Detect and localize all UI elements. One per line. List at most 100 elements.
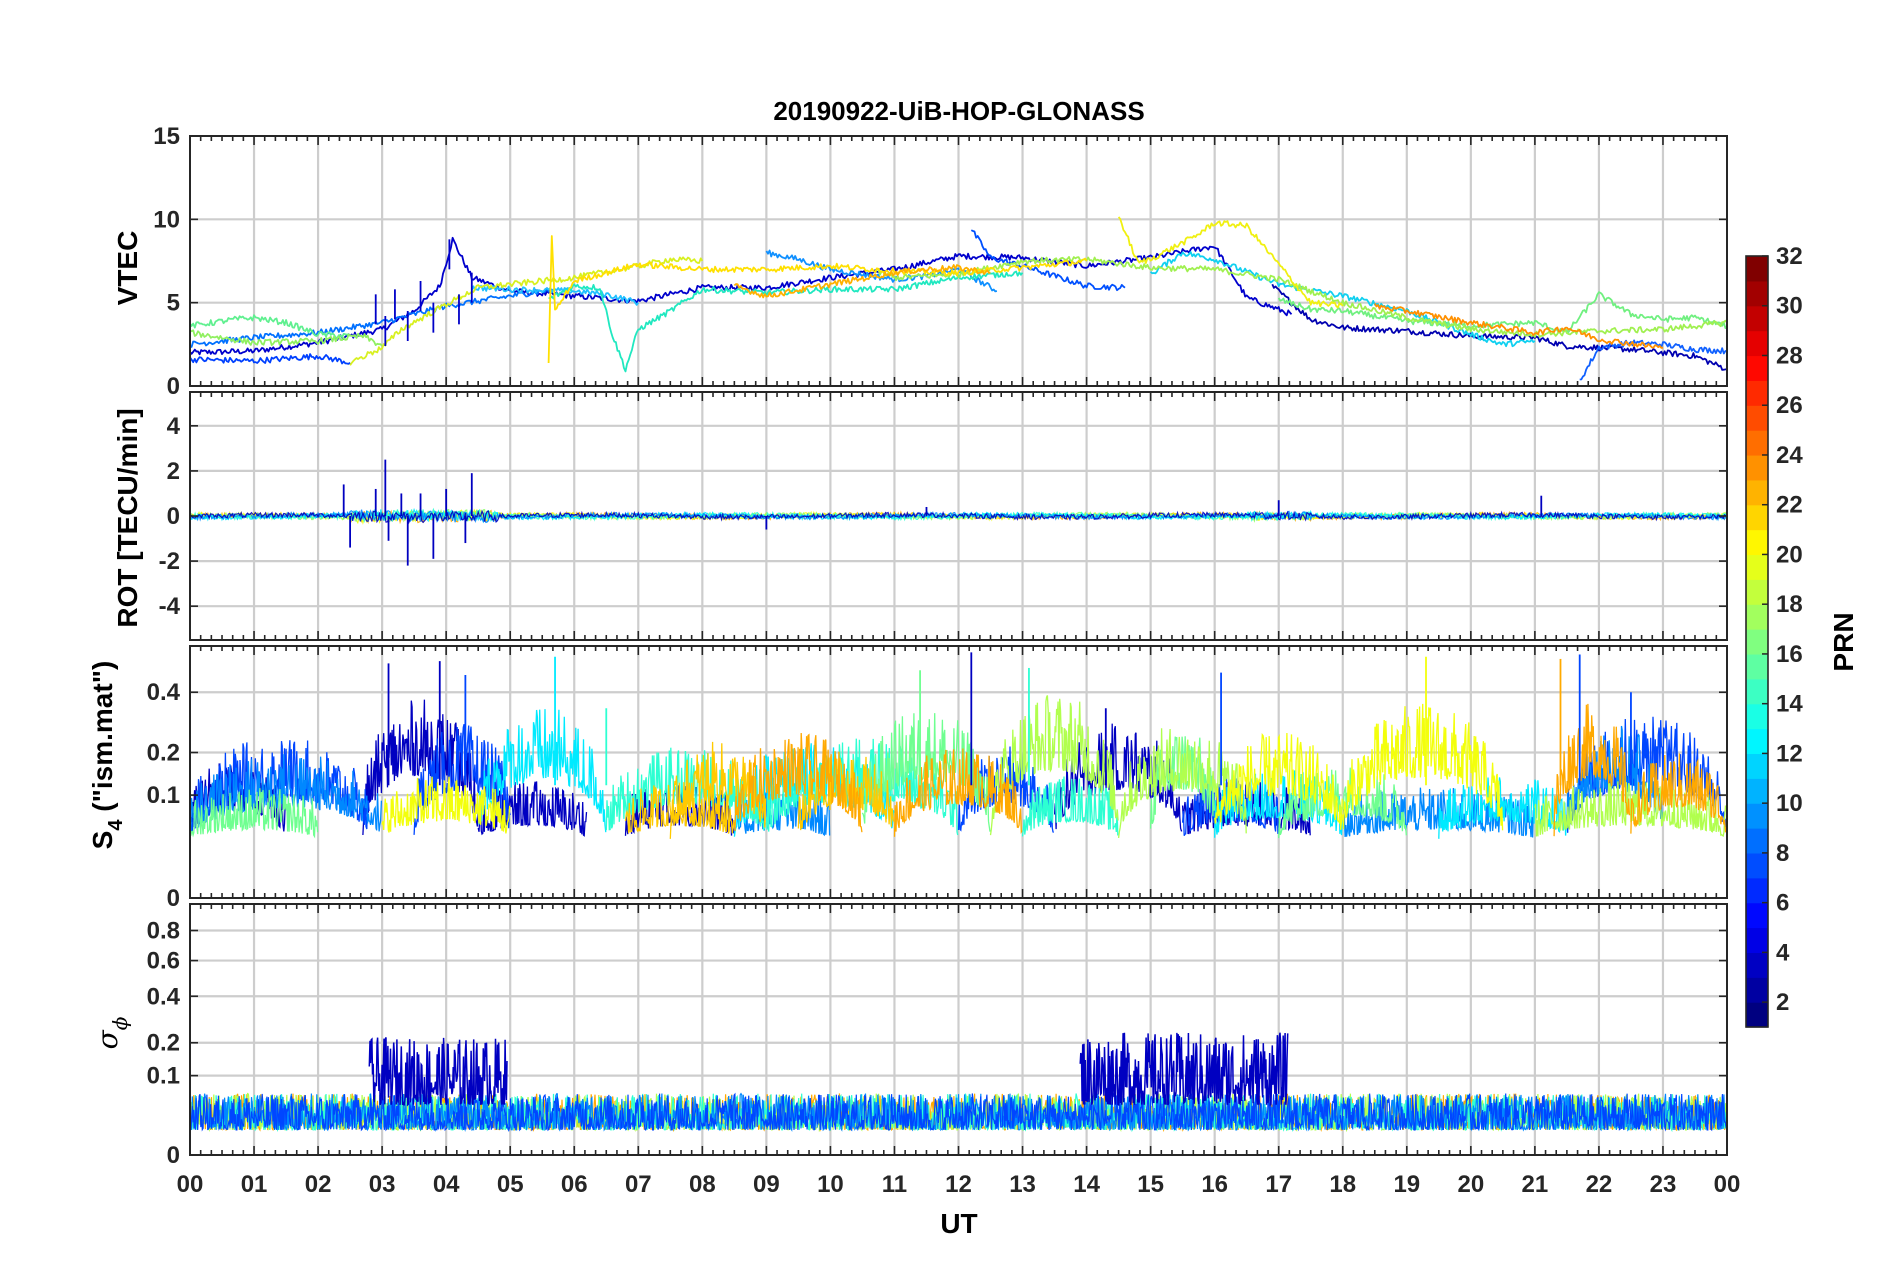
panel-s4: 0 0.1 0.2 0.4 S4 ("ism.mat") xyxy=(87,645,1728,912)
y-tick-label: 15 xyxy=(153,123,180,150)
rot-series-line xyxy=(190,509,1727,525)
colorbar-cell xyxy=(1746,529,1768,556)
vtec-series-line xyxy=(1271,283,1727,371)
s4-series-line xyxy=(1214,732,1343,830)
s4-series-line xyxy=(733,732,863,833)
s4-series-line xyxy=(893,748,1023,837)
x-tick-label: 13 xyxy=(1009,1171,1036,1198)
colorbar-cell xyxy=(1746,579,1768,605)
ylabel-s4-main: S xyxy=(87,831,118,850)
y-tick-label: 0 xyxy=(167,885,180,912)
s4-series-line xyxy=(861,713,991,832)
x-tick-labels: 00 01 02 03 04 05 06 07 08 09 10 11 12 13 14 15 16 17 18 19… xyxy=(177,1171,1741,1198)
y-tick-label: 2 xyxy=(167,458,180,485)
y-tick-label: 4 xyxy=(167,413,181,440)
panel-vtec: 0 5 10 15 VTEC xyxy=(112,123,1728,400)
x-tick-label: 19 xyxy=(1393,1171,1420,1198)
x-tick-label: 02 xyxy=(305,1171,332,1198)
ylabel-sigma-main: σ xyxy=(91,1029,124,1049)
sigma-series-line xyxy=(190,1092,1727,1133)
colorbar-cell xyxy=(1746,703,1768,730)
x-tick-label: 10 xyxy=(817,1171,844,1198)
colorbar-cell xyxy=(1746,380,1768,406)
vtec-series-line xyxy=(190,329,383,347)
ylabel-s4-rest: ("ism.mat") xyxy=(87,661,118,820)
s4-series-line xyxy=(1053,723,1183,832)
s4-series-line xyxy=(1342,703,1504,831)
vtec-series-line xyxy=(1117,216,1344,309)
colorbar-cell xyxy=(1746,629,1768,655)
vtec-series-line xyxy=(1374,302,1664,349)
colorbar-tick-label: 8 xyxy=(1776,840,1789,867)
colorbar-cell xyxy=(1746,877,1768,904)
x-tick-label: 07 xyxy=(625,1171,652,1198)
colorbar-cell xyxy=(1746,554,1768,580)
x-tick-label: 23 xyxy=(1650,1171,1677,1198)
colorbar-tick-label: 26 xyxy=(1776,392,1803,419)
lines-s4 xyxy=(190,652,1727,839)
frame-vtec xyxy=(189,135,1728,387)
vtec-series-line xyxy=(970,229,1126,292)
colorbar-tick-label: 10 xyxy=(1776,790,1803,817)
x-tick-label: 16 xyxy=(1201,1171,1228,1198)
vtec-series-line xyxy=(1277,291,1727,334)
colorbar-tick-label: 12 xyxy=(1776,740,1803,767)
x-tick-label: 05 xyxy=(497,1171,524,1198)
x-tick-label: 17 xyxy=(1265,1171,1292,1198)
y-tick-label: 0 xyxy=(167,503,180,530)
colorbar-cells xyxy=(1746,256,1768,1028)
colorbar-label: PRN xyxy=(1828,612,1859,671)
vtec-series-line xyxy=(547,235,1088,364)
y-tick-label: 0.1 xyxy=(147,782,180,809)
colorbar-frame xyxy=(1745,255,1769,1028)
s4-series-line xyxy=(362,699,479,836)
x-tick-label: 18 xyxy=(1329,1171,1356,1198)
colorbar-cell xyxy=(1746,479,1768,506)
colorbar-cell xyxy=(1746,678,1768,705)
x-tick-label: 21 xyxy=(1522,1171,1549,1198)
ylabel-vtec: VTEC xyxy=(112,231,143,306)
colorbar-cell xyxy=(1746,305,1768,332)
y-tick-label: 0.6 xyxy=(147,948,180,975)
colorbar-cell xyxy=(1746,952,1768,978)
s4-series-line xyxy=(477,709,607,833)
vtec-series-line xyxy=(190,353,351,365)
x-tick-label: 03 xyxy=(369,1171,396,1198)
y-tick-label: 0.8 xyxy=(147,917,180,944)
ylabel-sigma-sub: ϕ xyxy=(108,1016,132,1030)
lines-vtec xyxy=(190,216,1727,381)
colorbar-cell xyxy=(1746,330,1768,357)
s4-series-line xyxy=(381,776,511,834)
x-tick-label: 06 xyxy=(561,1171,588,1198)
colorbar-cell xyxy=(1746,1002,1768,1028)
s4-series-line xyxy=(624,782,735,836)
colorbar-tick-label: 30 xyxy=(1776,293,1803,320)
vtec-series-line xyxy=(349,256,704,366)
colorbar-cell xyxy=(1746,753,1768,779)
colorbar-cell xyxy=(1746,927,1768,953)
colorbar-cell xyxy=(1746,803,1768,829)
y-tick-label: -2 xyxy=(159,548,180,575)
x-tick-label: 15 xyxy=(1137,1171,1164,1198)
colorbar-cell xyxy=(1746,902,1768,929)
colorbar-tick-label: 14 xyxy=(1776,691,1803,718)
frame-rot xyxy=(189,391,1728,641)
colorbar-cell xyxy=(1746,256,1768,282)
colorbar-tick-label: 4 xyxy=(1776,939,1790,966)
colorbar-cell xyxy=(1746,504,1768,531)
colorbar-cell xyxy=(1746,355,1768,381)
ylabel-s4-sub: 4 xyxy=(105,819,127,831)
colorbar-ticks: 32 30 28 26 24 22 20 18 16 14 12 10 8 6 4 2 xyxy=(1776,243,1803,1016)
colorbar-tick-label: 22 xyxy=(1776,492,1803,519)
lines-sigma xyxy=(190,1032,1727,1133)
colorbar-tick-label: 6 xyxy=(1776,890,1789,917)
xlabel: UT xyxy=(940,1208,977,1239)
colorbar-cell xyxy=(1746,653,1768,680)
x-tick-label: 08 xyxy=(689,1171,716,1198)
colorbar-cell xyxy=(1746,454,1768,481)
lines-rot xyxy=(190,459,1727,566)
s4-series-line xyxy=(989,695,1119,836)
vtec-series-line xyxy=(1149,251,1536,348)
colorbar-cell xyxy=(1746,728,1768,755)
